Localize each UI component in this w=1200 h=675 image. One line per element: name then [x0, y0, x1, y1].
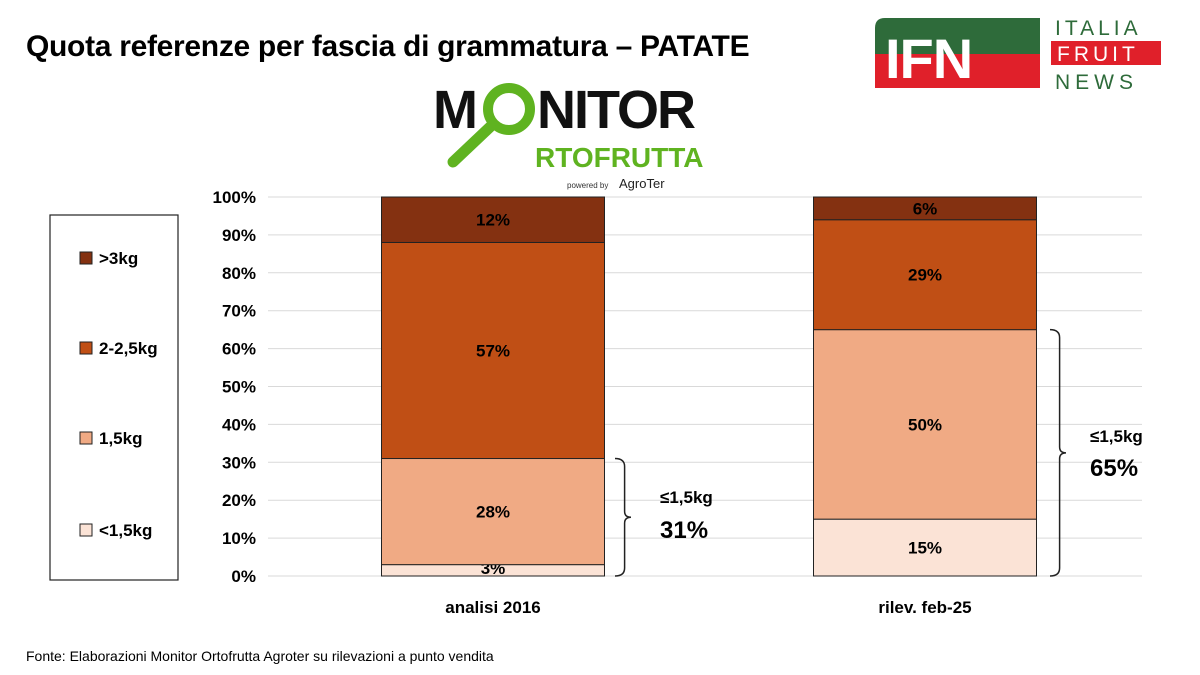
- legend-swatch: [79, 341, 93, 355]
- data-label: 50%: [908, 415, 942, 434]
- svg-text:RTOFRUTTA: RTOFRUTTA: [535, 142, 704, 173]
- stacked-bar-chart: 0%10%20%30%40%50%60%70%80%90%100% 3%28%5…: [49, 188, 1143, 617]
- data-label: 29%: [908, 266, 942, 285]
- data-label: 12%: [476, 211, 510, 230]
- y-tick-label: 60%: [222, 340, 256, 359]
- y-tick-label: 70%: [222, 302, 256, 321]
- svg-text:NEWS: NEWS: [1055, 71, 1138, 94]
- legend-swatch: [79, 251, 93, 265]
- y-tick-label: 0%: [231, 567, 256, 586]
- bar-segment: [813, 518, 1037, 577]
- brace: [614, 457, 632, 577]
- category-label: analisi 2016: [445, 598, 540, 617]
- bar-segment: [813, 219, 1037, 331]
- annotation-label: ≤1,5kg: [660, 488, 713, 507]
- svg-text:NITOR: NITOR: [537, 80, 695, 140]
- y-tick-label: 100%: [213, 188, 256, 207]
- y-tick-label: 20%: [222, 491, 256, 510]
- svg-text:M: M: [433, 80, 476, 140]
- annotation-value: 65%: [1090, 455, 1138, 482]
- y-tick-label: 30%: [222, 453, 256, 472]
- bar-segment: [813, 329, 1037, 520]
- legend-label: 1,5kg: [99, 429, 142, 448]
- legend-swatch: [79, 523, 93, 537]
- svg-text:IFN: IFN: [885, 27, 972, 90]
- data-label: 6%: [913, 199, 938, 218]
- legend-label: >3kg: [99, 249, 138, 268]
- bar-segment: [381, 196, 605, 243]
- legend-label: 2-2,5kg: [99, 339, 158, 358]
- svg-text:AgroTer: AgroTer: [619, 176, 665, 191]
- brace: [1049, 328, 1067, 577]
- chart-title: Quota referenze per fascia di grammatura…: [26, 30, 750, 63]
- monitor-ortofrutta-logo: M NITOR RTOFRUTTA powered by AgroTer: [433, 80, 704, 191]
- bar-segment: [813, 196, 1037, 221]
- y-tick-label: 10%: [222, 529, 256, 548]
- y-tick-label: 40%: [222, 415, 256, 434]
- bar-segment: [381, 241, 605, 460]
- data-label: 57%: [476, 341, 510, 360]
- source-note: Fonte: Elaborazioni Monitor Ortofrutta A…: [26, 648, 494, 664]
- italia-fruit-news-logo: IFN ITALIA FRUIT NEWS: [875, 17, 1161, 94]
- y-tick-label: 80%: [222, 264, 256, 283]
- legend-box: [49, 214, 179, 581]
- annotation-value: 31%: [660, 517, 708, 544]
- data-label: 15%: [908, 539, 942, 558]
- annotation-label: ≤1,5kg: [1090, 427, 1143, 446]
- y-tick-label: 90%: [222, 226, 256, 245]
- svg-text:FRUIT: FRUIT: [1057, 43, 1139, 66]
- bar-segment: [381, 458, 605, 566]
- svg-text:powered by: powered by: [567, 181, 608, 190]
- data-label: 28%: [476, 503, 510, 522]
- legend-swatch: [79, 431, 93, 445]
- svg-text:ITALIA: ITALIA: [1055, 17, 1142, 40]
- y-tick-label: 50%: [222, 378, 256, 397]
- category-label: rilev. feb-25: [878, 598, 971, 617]
- legend-label: <1,5kg: [99, 521, 152, 540]
